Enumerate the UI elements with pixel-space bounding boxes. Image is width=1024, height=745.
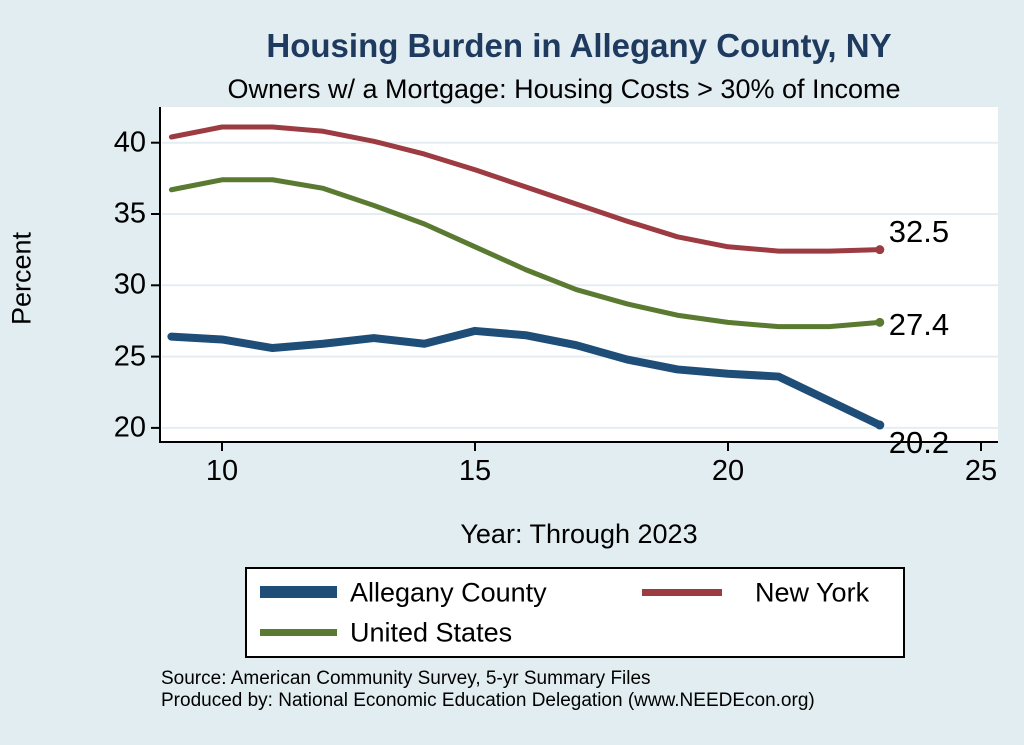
series-end-marker-united-states (875, 317, 885, 327)
y-tick-label-30: 30 (113, 268, 146, 301)
x-tick-label-20: 20 (711, 455, 745, 487)
x-axis-title: Year: Through 2023 (460, 519, 698, 549)
series-line-united-states (168, 177, 883, 330)
legend-box: Allegany County New York United States (245, 567, 905, 658)
legend-swatch-allegany-county (260, 586, 337, 598)
y-axis-title: Percent (6, 231, 37, 326)
legend-label-new-york: New York (755, 577, 870, 608)
chart-title: Housing Burden in Allegany County, NY (266, 27, 892, 64)
source-note: Source: American Community Survey, 5-yr … (161, 668, 651, 689)
end-value-label-new-york: 32.5 (888, 213, 950, 249)
x-tick-label-25: 25 (964, 455, 998, 487)
legend-label-allegany-county: Allegany County (350, 577, 547, 608)
series-end-marker-allegany-county (875, 420, 885, 430)
plot-area (160, 107, 998, 442)
series-end-marker-new-york (875, 245, 885, 255)
series-line-new-york (168, 124, 883, 254)
chart-subtitle: Owners w/ a Mortgage: Housing Costs > 30… (227, 74, 901, 104)
y-tick-label-40: 40 (113, 126, 146, 159)
producer-note: Produced by: National Economic Education… (161, 690, 815, 711)
series-line-allegany-county (167, 326, 884, 430)
end-value-label-allegany-county: 20.2 (888, 425, 950, 461)
x-tick-label-10: 10 (205, 455, 239, 487)
end-value-label-united-states: 27.4 (888, 307, 950, 343)
y-tick-label-25: 25 (113, 340, 146, 373)
y-tick-label-20: 20 (113, 411, 146, 444)
legend-swatch-new-york (642, 589, 722, 596)
x-tick-label-15: 15 (458, 455, 492, 487)
legend-label-united-states: United States (350, 617, 513, 648)
legend-swatch-united-states (260, 629, 337, 636)
y-tick-label-35: 35 (113, 197, 146, 230)
